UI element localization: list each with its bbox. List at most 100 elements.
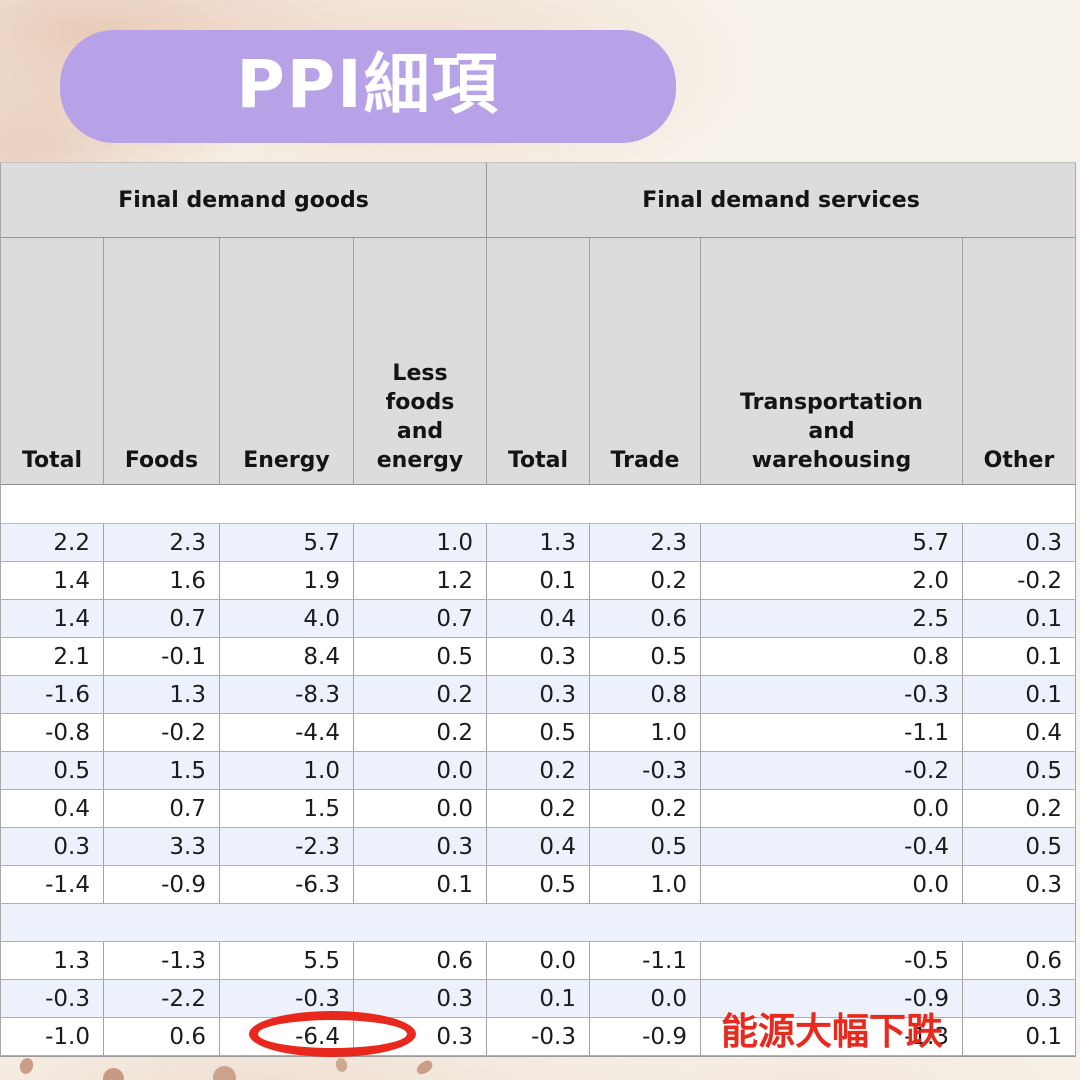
table-row: -0.3 -2.2 -0.3 0.3 0.1 0.0 -0.9 0.3 <box>1 980 1075 1018</box>
table-cell: -1.3 <box>701 1018 963 1055</box>
table-cell: -4.4 <box>220 714 354 751</box>
table-group-header-row: Final demand goods Final demand services <box>1 163 1075 238</box>
group-header-final-demand-goods: Final demand goods <box>1 163 487 237</box>
table-cell: 2.1 <box>1 638 104 675</box>
table-cell: 5.7 <box>701 524 963 561</box>
table-cell: 0.1 <box>487 980 590 1017</box>
table-cell: 0.3 <box>354 828 487 865</box>
column-header-services-total: Total <box>487 238 590 484</box>
table-cell: 0.1 <box>1025 1023 1062 1050</box>
table-cell: 0.0 <box>590 980 701 1017</box>
table-cell: 0.5 <box>1025 833 1062 860</box>
table-row: 1.4 0.7 4.0 0.7 0.4 0.6 2.5 0.1 <box>1 600 1075 638</box>
table-cell: 0.2 <box>354 676 487 713</box>
table-cell: -0.8 <box>1 714 104 751</box>
table-cell: 0.8 <box>590 676 701 713</box>
table-cell: 0.0 <box>701 866 963 903</box>
decorative-dot <box>414 1058 435 1077</box>
table-row: 0.3 3.3 -2.3 0.3 0.4 0.5 -0.4 0.5 <box>1 828 1075 866</box>
table-cell: -0.2 <box>701 752 963 789</box>
table-column-header-row: Total Foods Energy Less foods and energy… <box>1 238 1075 485</box>
table-cell: 0.2 <box>590 790 701 827</box>
table-cell: 5.5 <box>220 942 354 979</box>
table-cell: 0.4 <box>487 828 590 865</box>
table-body: 2.2 2.3 5.7 1.0 1.3 2.3 5.7 0.3 1.4 1.6 1.9 1.2 0.1 0… <box>1 524 1075 1056</box>
column-header-foods: Foods <box>104 238 220 484</box>
table-cell: 2.0 <box>701 562 963 599</box>
table-cell: 0.3 <box>1 828 104 865</box>
table-row: -1.6 1.3 -8.3 0.2 0.3 0.8 -0.3 0.1 <box>1 676 1075 714</box>
table-cell: 0.1 <box>1025 681 1062 708</box>
table-cell: 4.0 <box>220 600 354 637</box>
table-cell: 0.5 <box>354 638 487 675</box>
table-cell: 3.3 <box>104 828 220 865</box>
table-cell: 0.5 <box>1025 757 1062 784</box>
table-cell: 2.5 <box>701 600 963 637</box>
table-cell: 2.3 <box>104 524 220 561</box>
table-cell: -8.3 <box>220 676 354 713</box>
table-cell: -0.3 <box>487 1018 590 1055</box>
table-cell: 0.6 <box>104 1018 220 1055</box>
table-cell: 2.2 <box>1 524 104 561</box>
table-cell: 1.3 <box>104 676 220 713</box>
table-cell: -0.2 <box>1017 567 1062 594</box>
table-cell: -0.1 <box>104 638 220 675</box>
group-header-final-demand-services: Final demand services <box>642 187 920 213</box>
table-cell: 1.0 <box>220 752 354 789</box>
table-cell: -0.9 <box>104 866 220 903</box>
table-cell: -6.4 <box>220 1018 354 1055</box>
table-cell: 1.0 <box>590 714 701 751</box>
table-cell: -6.3 <box>220 866 354 903</box>
table-cell: 0.0 <box>354 790 487 827</box>
table-row: 2.1 -0.1 8.4 0.5 0.3 0.5 0.8 0.1 <box>1 638 1075 676</box>
table-cell: -0.9 <box>701 980 963 1017</box>
table-cell: 0.5 <box>487 714 590 751</box>
table-cell: -0.3 <box>1 980 104 1017</box>
table-cell: 1.4 <box>1 600 104 637</box>
ppi-table: Final demand goods Final demand services… <box>0 162 1076 1057</box>
column-header-energy: Energy <box>220 238 354 484</box>
page-title-pill: PPI細項 <box>60 30 676 143</box>
column-header-less-foods-and-energy: Less foods and energy <box>354 238 487 484</box>
table-cell: 0.2 <box>487 752 590 789</box>
table-cell: 0.3 <box>1025 871 1062 898</box>
table-row: 1.3 -1.3 5.5 0.6 0.0 -1.1 -0.5 0.6 <box>1 942 1075 980</box>
table-cell: 1.0 <box>354 524 487 561</box>
table-cell: -1.3 <box>104 942 220 979</box>
table-cell: -0.3 <box>220 980 354 1017</box>
table-cell: 0.6 <box>1025 947 1062 974</box>
table-cell: -1.4 <box>1 866 104 903</box>
table-header-gap-row <box>1 485 1075 524</box>
table-cell: -0.2 <box>104 714 220 751</box>
table-cell: -1.1 <box>701 714 963 751</box>
table-cell: 1.4 <box>1 562 104 599</box>
table-cell: -2.3 <box>220 828 354 865</box>
table-cell: 0.0 <box>487 942 590 979</box>
red-note-text: 能源大幅下跌 <box>721 1010 943 1053</box>
table-cell: 1.6 <box>104 562 220 599</box>
table-cell: 0.7 <box>104 600 220 637</box>
table-cell: 0.4 <box>1025 719 1062 746</box>
page-title: PPI細項 <box>236 45 500 123</box>
table-cell: -0.3 <box>590 752 701 789</box>
table-row: 2.2 2.3 5.7 1.0 1.3 2.3 5.7 0.3 <box>1 524 1075 562</box>
table-cell: 0.3 <box>1025 985 1062 1012</box>
table-cell: 0.8 <box>701 638 963 675</box>
table-cell: 0.2 <box>590 562 701 599</box>
table-cell: -0.9 <box>590 1018 701 1055</box>
table-cell: 2.3 <box>590 524 701 561</box>
table-cell: 0.1 <box>354 866 487 903</box>
table-cell: 0.7 <box>354 600 487 637</box>
table-cell: 0.1 <box>1025 643 1062 670</box>
decorative-dot <box>17 1056 36 1076</box>
table-cell: 0.2 <box>487 790 590 827</box>
table-cell: 0.4 <box>1 790 104 827</box>
column-header-goods-total: Total <box>1 238 104 484</box>
table-cell: 1.3 <box>1 942 104 979</box>
decorative-dot <box>103 1068 124 1080</box>
table-cell: 1.0 <box>590 866 701 903</box>
table-cell: 1.9 <box>220 562 354 599</box>
table-cell: 0.2 <box>354 714 487 751</box>
decorative-dot <box>334 1056 349 1074</box>
table-cell: 0.6 <box>354 942 487 979</box>
